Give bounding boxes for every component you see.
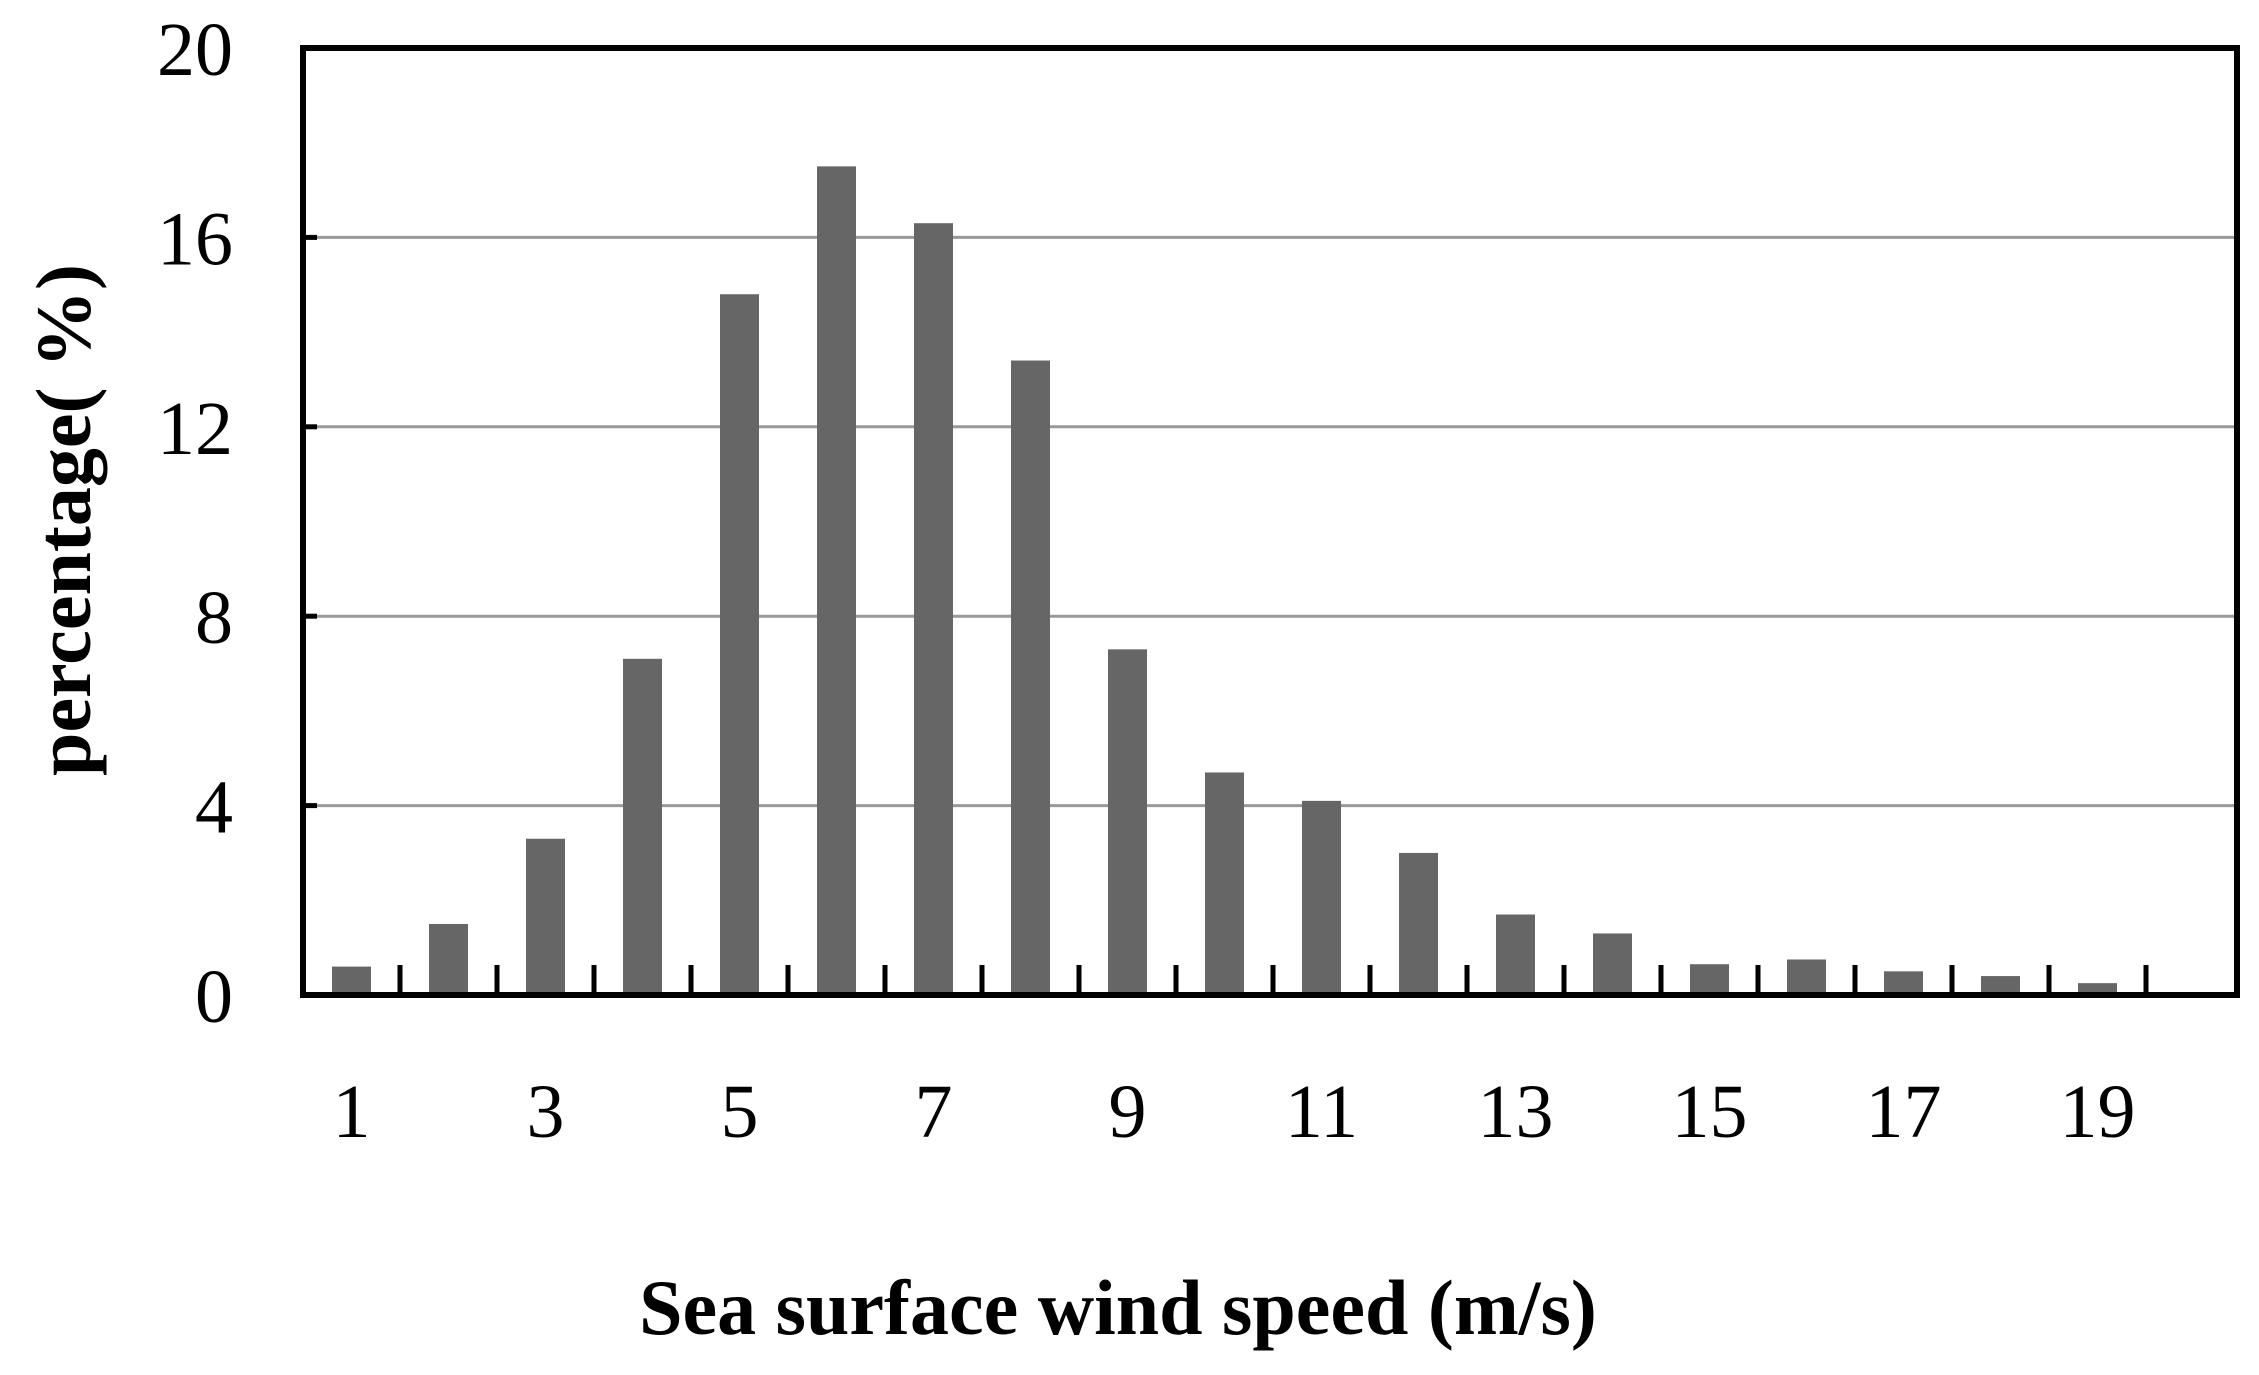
bar-7 — [914, 223, 953, 995]
bar-12 — [1399, 852, 1438, 995]
bar-8 — [1011, 360, 1050, 995]
x-axis-ticks — [397, 965, 2149, 995]
x-tick-label: 13 — [1478, 1070, 1554, 1154]
bar-10 — [1205, 772, 1244, 995]
bar-9 — [1108, 649, 1147, 995]
y-tick-label: 12 — [157, 387, 233, 471]
y-axis-tick-labels: 0 4 8 12 16 20 — [157, 8, 233, 1039]
x-tick-label: 11 — [1285, 1070, 1358, 1154]
bar-14 — [1593, 933, 1632, 995]
bar-5 — [720, 294, 759, 996]
bar-16 — [1787, 959, 1826, 995]
bar-1 — [332, 966, 371, 995]
y-tick-label: 16 — [157, 197, 233, 281]
x-tick-label: 17 — [1866, 1070, 1942, 1154]
grid-lines — [303, 45, 2237, 998]
bar-3 — [526, 838, 565, 995]
bar-17 — [1884, 971, 1923, 995]
y-axis-title: percentage( %) — [20, 264, 107, 776]
x-tick-label: 5 — [721, 1070, 759, 1154]
y-tick-label: 20 — [157, 8, 233, 92]
x-tick-label: 19 — [2060, 1070, 2136, 1154]
y-tick-label: 8 — [195, 576, 233, 660]
x-tick-label: 7 — [915, 1070, 953, 1154]
bar-11 — [1302, 800, 1341, 995]
bar-15 — [1690, 964, 1729, 995]
x-tick-label: 15 — [1672, 1070, 1748, 1154]
y-tick-label: 4 — [195, 766, 233, 850]
x-axis-title: Sea surface wind speed (m/s) — [639, 1264, 1597, 1351]
plot-frame — [300, 45, 2240, 998]
x-tick-label: 3 — [527, 1070, 565, 1154]
x-tick-label: 1 — [333, 1070, 371, 1154]
bar-18 — [1981, 976, 2020, 995]
x-tick-label: 9 — [1109, 1070, 1147, 1154]
bars — [332, 166, 2117, 996]
bar-4 — [623, 658, 662, 995]
x-axis-tick-labels: 1 3 5 7 9 11 13 15 17 19 — [333, 1070, 2136, 1154]
y-tick-label: 0 — [195, 955, 233, 1039]
bar-6 — [817, 166, 856, 995]
bar-13 — [1496, 914, 1535, 995]
bar-19 — [2078, 983, 2117, 995]
bar-2 — [429, 923, 468, 995]
